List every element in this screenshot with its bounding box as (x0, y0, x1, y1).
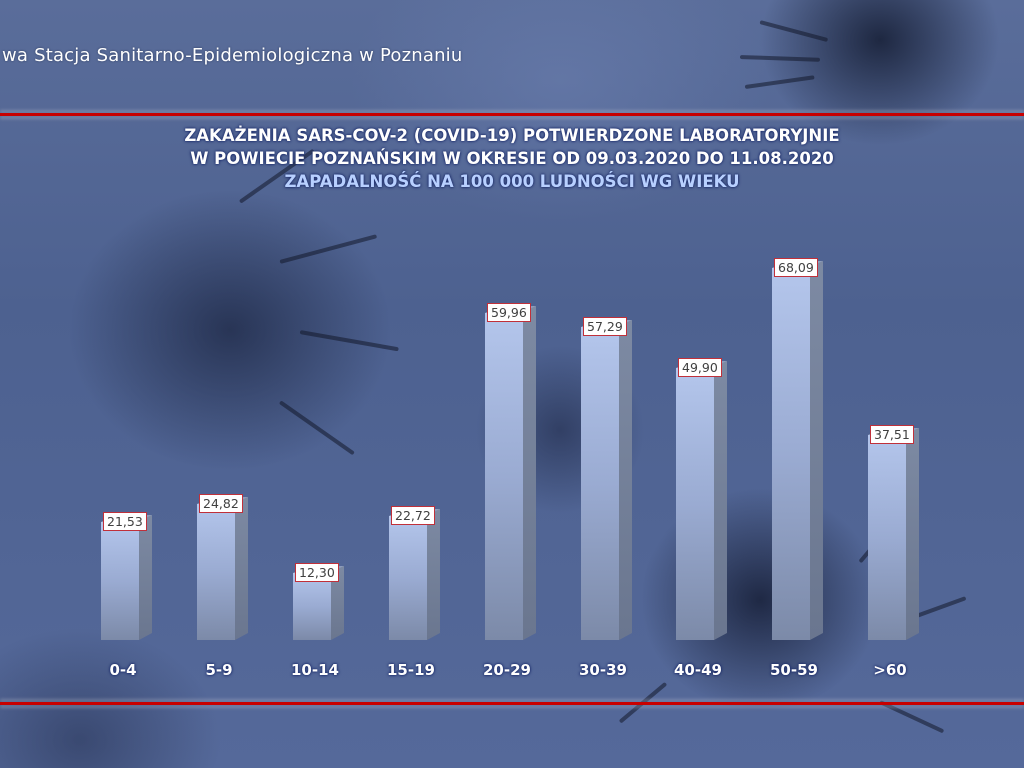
category-label: 20-29 (483, 661, 531, 679)
bar-side-face (139, 515, 152, 640)
bar-side-face (523, 306, 536, 640)
chart-title-line-1: ZAKAŻENIA SARS-COV-2 (COVID-19) POTWIERD… (184, 126, 840, 145)
bar-20-29 (485, 306, 536, 640)
category-label: 5-9 (205, 661, 233, 679)
bar-40-49 (676, 361, 727, 640)
bar-front-face (676, 368, 714, 640)
bar-side-face (714, 361, 727, 640)
bar-front-face (868, 435, 906, 640)
category-label: 40-49 (674, 661, 722, 679)
bar-front-face (485, 313, 523, 640)
bar-side-face (906, 428, 919, 640)
bar-15-19 (389, 509, 440, 640)
bar-front-face (101, 522, 139, 640)
value-label: 59,96 (487, 303, 531, 322)
bar-50-59 (772, 261, 823, 640)
value-label: 12,30 (295, 563, 339, 582)
bar-side-face (619, 320, 632, 640)
value-label: 21,53 (103, 512, 147, 531)
bar-5-9 (197, 497, 248, 640)
bar-front-face (581, 327, 619, 640)
category-label: 50-59 (770, 661, 818, 679)
top-divider (0, 113, 1024, 116)
value-label: 57,29 (583, 317, 627, 336)
bar-30-39 (581, 320, 632, 640)
bar-side-face (235, 497, 248, 640)
category-label: 10-14 (291, 661, 339, 679)
bar-over-60 (868, 428, 919, 640)
bar-side-face (810, 261, 823, 640)
value-label: 24,82 (199, 494, 243, 513)
bar-front-face (389, 516, 427, 640)
chart-subtitle: ZAPADALNOŚĆ NA 100 000 LUDNOŚCI WG WIEKU (284, 172, 740, 191)
value-label: 68,09 (774, 258, 818, 277)
chart-title: ZAKAŻENIA SARS-COV-2 (COVID-19) POTWIERD… (0, 124, 1024, 193)
value-label: 49,90 (678, 358, 722, 377)
bar-10-14 (293, 566, 344, 640)
bar-front-face (772, 268, 810, 640)
category-label: 30-39 (579, 661, 627, 679)
bar-side-face (331, 566, 344, 640)
bar-side-face (427, 509, 440, 640)
value-label: 37,51 (870, 425, 914, 444)
organization-name: wa Stacja Sanitarno-Epidemiologiczna w P… (2, 45, 463, 66)
chart-title-line-2: W POWIECIE POZNAŃSKIM W OKRESIE OD 09.03… (190, 149, 834, 168)
bottom-divider (0, 702, 1024, 705)
bar-front-face (293, 573, 331, 640)
category-label: 0-4 (109, 661, 137, 679)
value-label: 22,72 (391, 506, 435, 525)
bar-front-face (197, 504, 235, 640)
category-label: 15-19 (387, 661, 435, 679)
category-label: >60 (873, 661, 907, 679)
bar-0-4 (101, 515, 152, 640)
